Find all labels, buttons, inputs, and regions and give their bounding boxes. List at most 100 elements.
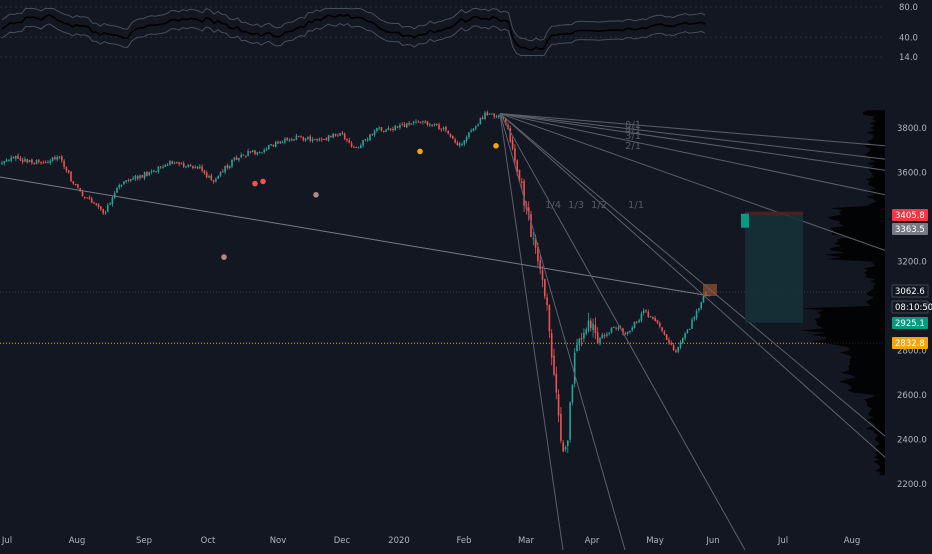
candle-body	[17, 155, 19, 159]
candle-body	[642, 310, 645, 313]
price-axis[interactable]: 3800.03600.03400.03200.03000.02800.02600…	[891, 3, 932, 490]
oscillator-upper-band	[1, 7, 706, 42]
candle-body	[291, 139, 293, 141]
candle-body	[72, 181, 75, 184]
price-tick-label: 2600.0	[897, 391, 927, 401]
candle-body	[396, 126, 399, 128]
candle-body	[323, 139, 325, 140]
candle-body	[532, 238, 535, 240]
candle-body	[40, 162, 42, 164]
candle-body	[429, 124, 431, 126]
candle-body	[468, 132, 470, 138]
candle-body	[217, 175, 219, 179]
candle-body	[258, 152, 261, 154]
candle-body	[491, 113, 493, 115]
candle-body	[369, 134, 371, 141]
candle-body	[176, 162, 178, 164]
candle-body	[162, 166, 164, 168]
badge-label: 08:10:50	[895, 303, 932, 313]
candle-body	[617, 327, 620, 329]
price-tick-label: 2400.0	[897, 436, 927, 446]
candle-body	[440, 128, 443, 130]
candle-body	[636, 321, 638, 323]
candle-body	[544, 279, 546, 297]
candle-body	[199, 166, 201, 169]
candle-body	[65, 167, 68, 171]
price-tick-label: 3800.0	[897, 124, 927, 134]
candle-body	[470, 130, 472, 132]
candle-body	[357, 147, 360, 149]
candle-body	[67, 170, 70, 173]
candle-body	[245, 155, 247, 157]
signal-marker	[252, 180, 258, 187]
signal-marker	[493, 143, 499, 149]
candle-body	[79, 188, 81, 192]
time-tick-label: Oct	[201, 536, 216, 546]
fan-line	[499, 113, 564, 551]
candle-body	[408, 123, 410, 125]
candle-body	[231, 159, 233, 167]
signal-marker	[221, 254, 227, 260]
price-tick-label: 3600.0	[897, 169, 927, 179]
candle-body	[629, 330, 631, 333]
candle-body	[302, 136, 305, 140]
candle-body	[424, 121, 426, 123]
candle-body	[196, 166, 199, 169]
candle-body	[656, 320, 659, 324]
candle-body	[688, 328, 691, 330]
candle-body	[268, 145, 270, 150]
price-tick-label: 3200.0	[897, 258, 927, 268]
drawings-layer[interactable]: 8/14/13/12/1 1/4 1/3 1/2 1/1	[0, 113, 886, 551]
candle-body	[270, 144, 272, 146]
candle-body	[304, 138, 307, 141]
fan-label: 3/1	[625, 131, 641, 142]
candle-body	[479, 117, 482, 124]
support-level-badge: 2832.8	[892, 337, 928, 349]
candle-body	[645, 310, 647, 312]
candle-body	[670, 342, 673, 345]
candle-body	[31, 159, 33, 164]
candle-body	[284, 138, 286, 143]
candle-body	[58, 156, 61, 158]
candle-body	[148, 172, 150, 176]
candle-body	[201, 166, 203, 171]
position-handle	[741, 213, 749, 228]
candle-body	[173, 162, 176, 164]
time-axis[interactable]: Jul Aug Sep Oct Nov Dec 2020 Feb Mar Apr May Jun Jul…	[1, 536, 860, 546]
candle-body	[28, 160, 31, 162]
trendline	[0, 176, 711, 297]
candle-body	[654, 318, 656, 321]
candle-body	[461, 143, 463, 145]
candle-body	[546, 297, 548, 306]
position-target-zone	[745, 215, 803, 323]
candle-body	[463, 140, 466, 145]
candle-body	[5, 159, 8, 162]
candle-body	[615, 327, 617, 329]
candle-body	[88, 197, 91, 199]
candle-body	[380, 127, 383, 131]
candle-body	[601, 334, 604, 339]
candle-body	[504, 118, 507, 125]
candle-body	[596, 332, 599, 344]
candle-body	[564, 447, 567, 450]
candle-body	[456, 142, 459, 146]
candle-body	[233, 157, 236, 160]
candle-body	[63, 160, 65, 168]
candle-body	[166, 164, 169, 166]
candle-body	[247, 151, 249, 157]
candle-body	[571, 384, 574, 403]
candle-body	[194, 167, 196, 169]
candle-body	[557, 394, 560, 416]
candle-body	[228, 166, 231, 168]
candle-body	[580, 338, 583, 340]
badge-bg	[892, 209, 928, 221]
candle-body	[415, 121, 417, 123]
time-tick-label: Aug	[844, 536, 861, 546]
candle-body	[205, 172, 208, 178]
candle-body	[70, 171, 72, 182]
candle-body	[383, 131, 385, 133]
fan-label: 8/1	[625, 120, 641, 131]
candle-body	[42, 162, 45, 164]
